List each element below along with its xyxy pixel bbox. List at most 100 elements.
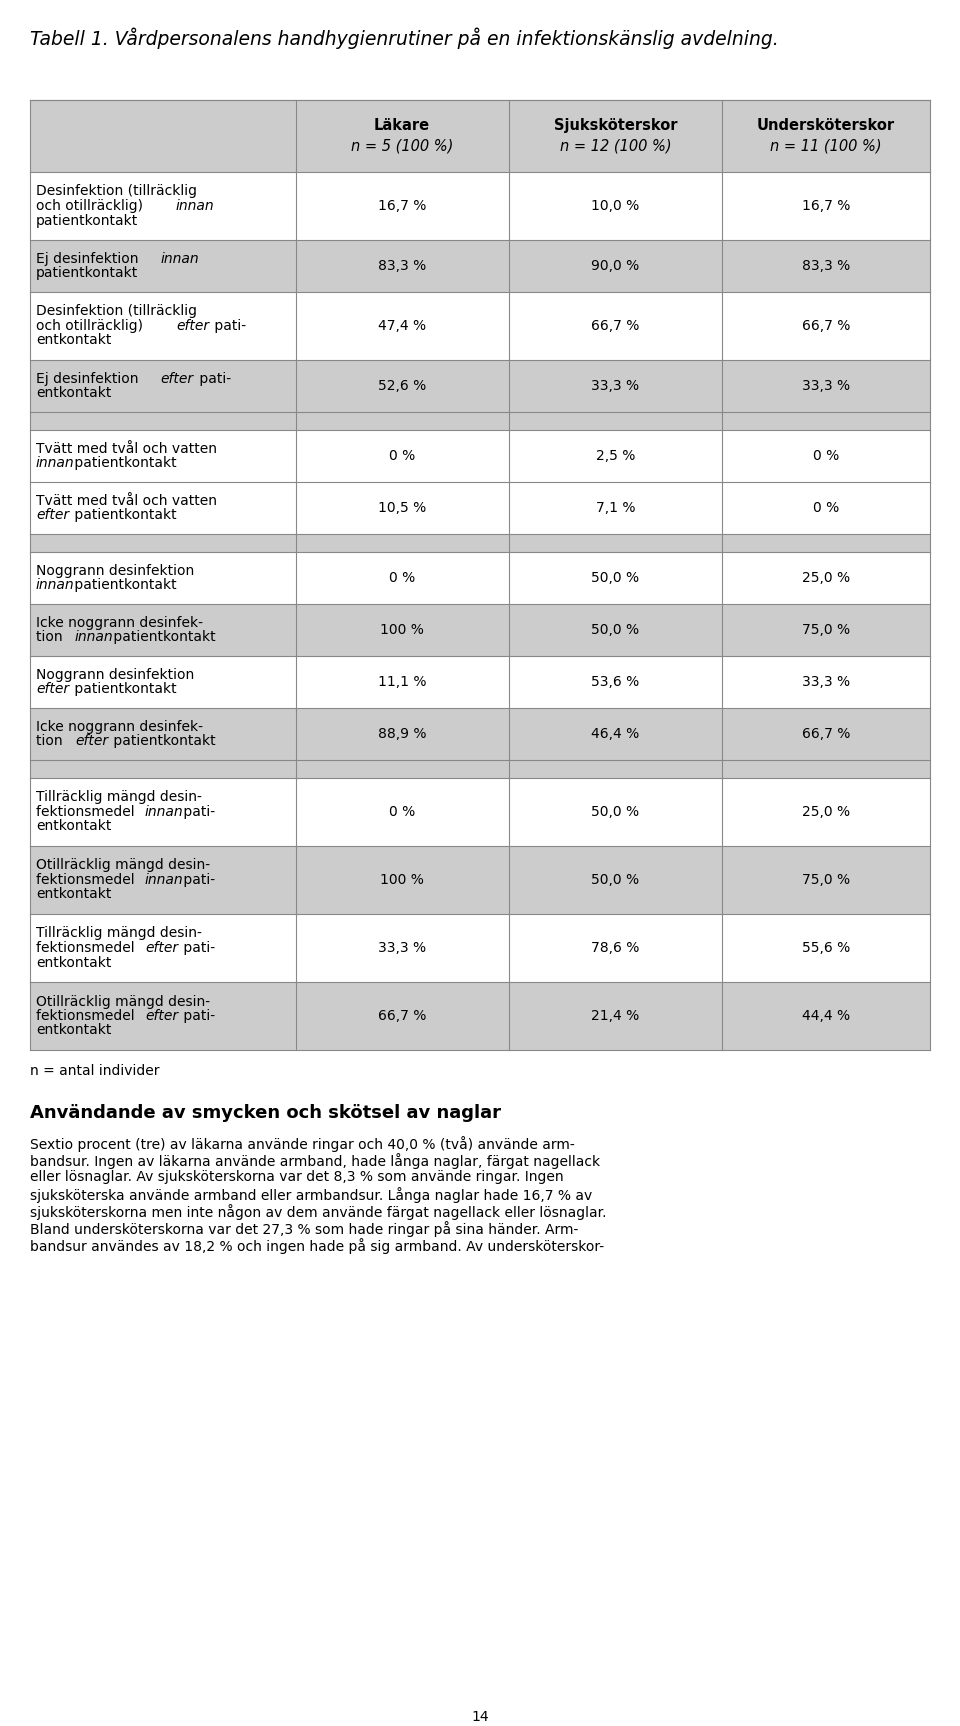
Text: patientkontakt: patientkontakt — [70, 578, 177, 592]
Bar — [296, 100, 509, 173]
Text: 0 %: 0 % — [813, 449, 839, 463]
Bar — [296, 778, 509, 846]
Bar — [509, 708, 722, 759]
Text: Otillräcklig mängd desin-: Otillräcklig mängd desin- — [36, 858, 210, 873]
Text: efter: efter — [176, 319, 209, 333]
Bar — [509, 100, 722, 173]
Text: n = 11 (100 %): n = 11 (100 %) — [770, 138, 882, 154]
Text: Otillräcklig mängd desin-: Otillräcklig mängd desin- — [36, 994, 210, 1008]
Text: 66,7 %: 66,7 % — [802, 319, 851, 333]
Text: sjuksköterskorna men inte någon av dem använde färgat nagellack eller lösnaglar.: sjuksköterskorna men inte någon av dem a… — [30, 1205, 607, 1220]
Text: pati-: pati- — [180, 941, 215, 954]
Bar — [722, 361, 930, 413]
Bar — [296, 656, 509, 708]
Text: entkontakt: entkontakt — [36, 820, 111, 834]
Text: efter: efter — [160, 371, 194, 385]
Text: pati-: pati- — [210, 319, 247, 333]
Text: 44,4 %: 44,4 % — [802, 1010, 851, 1024]
Text: 55,6 %: 55,6 % — [802, 941, 851, 954]
Text: 10,5 %: 10,5 % — [378, 501, 426, 514]
Bar — [722, 292, 930, 361]
Text: Tillräcklig mängd desin-: Tillräcklig mängd desin- — [36, 927, 202, 941]
Bar — [30, 361, 296, 413]
Bar — [296, 982, 509, 1049]
Bar — [296, 846, 509, 915]
Bar — [509, 846, 722, 915]
Bar — [722, 533, 930, 552]
Text: innan: innan — [145, 873, 183, 887]
Bar — [296, 361, 509, 413]
Text: 11,1 %: 11,1 % — [378, 675, 426, 689]
Bar — [30, 708, 296, 759]
Text: 0 %: 0 % — [389, 804, 416, 820]
Text: Läkare: Läkare — [374, 119, 430, 133]
Bar — [296, 413, 509, 430]
Text: innan: innan — [160, 252, 199, 266]
Text: fektionsmedel: fektionsmedel — [36, 873, 139, 887]
Bar — [722, 846, 930, 915]
Text: 46,4 %: 46,4 % — [591, 727, 639, 740]
Text: 16,7 %: 16,7 % — [378, 198, 426, 212]
Text: Sextio procent (tre) av läkarna använde ringar och 40,0 % (två) använde arm-: Sextio procent (tre) av läkarna använde … — [30, 1136, 575, 1151]
Text: innan: innan — [75, 630, 113, 644]
Bar — [509, 173, 722, 240]
Bar — [722, 656, 930, 708]
Text: Ej desinfektion: Ej desinfektion — [36, 252, 143, 266]
Text: 66,7 %: 66,7 % — [802, 727, 851, 740]
Text: och otillräcklig): och otillräcklig) — [36, 319, 148, 333]
Text: 2,5 %: 2,5 % — [596, 449, 636, 463]
Text: 83,3 %: 83,3 % — [802, 259, 851, 273]
Bar — [30, 413, 296, 430]
Text: pati-: pati- — [180, 1010, 215, 1024]
Text: 16,7 %: 16,7 % — [802, 198, 851, 212]
Text: patientkontakt: patientkontakt — [109, 734, 216, 749]
Text: 78,6 %: 78,6 % — [591, 941, 639, 954]
Text: 7,1 %: 7,1 % — [596, 501, 636, 514]
Text: efter: efter — [36, 682, 69, 696]
Bar — [509, 552, 722, 604]
Bar — [30, 778, 296, 846]
Text: 75,0 %: 75,0 % — [802, 623, 851, 637]
Text: Tvätt med tvål och vatten: Tvätt med tvål och vatten — [36, 442, 217, 456]
Text: patientkontakt: patientkontakt — [36, 266, 138, 280]
Text: patientkontakt: patientkontakt — [109, 630, 216, 644]
Text: efter: efter — [75, 734, 108, 749]
Bar — [509, 292, 722, 361]
Text: fektionsmedel: fektionsmedel — [36, 1010, 139, 1024]
Text: entkontakt: entkontakt — [36, 887, 111, 901]
Text: patientkontakt: patientkontakt — [36, 214, 138, 228]
Text: 50,0 %: 50,0 % — [591, 571, 639, 585]
Text: patientkontakt: patientkontakt — [70, 507, 177, 523]
Bar — [30, 292, 296, 361]
Bar — [30, 552, 296, 604]
Text: n = antal individer: n = antal individer — [30, 1063, 159, 1079]
Bar — [30, 846, 296, 915]
Text: bandsur. Ingen av läkarna använde armband, hade långa naglar, färgat nagellack: bandsur. Ingen av läkarna använde armban… — [30, 1153, 600, 1169]
Text: 33,3 %: 33,3 % — [802, 675, 851, 689]
Text: entkontakt: entkontakt — [36, 956, 111, 970]
Text: entkontakt: entkontakt — [36, 1024, 111, 1037]
Text: n = 12 (100 %): n = 12 (100 %) — [560, 138, 671, 154]
Bar — [509, 430, 722, 482]
Text: 50,0 %: 50,0 % — [591, 804, 639, 820]
Bar — [30, 656, 296, 708]
Text: innan: innan — [176, 198, 215, 212]
Bar — [509, 778, 722, 846]
Text: 50,0 %: 50,0 % — [591, 873, 639, 887]
Bar — [509, 361, 722, 413]
Text: tion: tion — [36, 734, 67, 749]
Text: 100 %: 100 % — [380, 873, 424, 887]
Text: 25,0 %: 25,0 % — [802, 804, 851, 820]
Text: Icke noggrann desinfek-: Icke noggrann desinfek- — [36, 720, 203, 734]
Text: 52,6 %: 52,6 % — [378, 380, 426, 394]
Text: 100 %: 100 % — [380, 623, 424, 637]
Text: Tillräcklig mängd desin-: Tillräcklig mängd desin- — [36, 791, 202, 804]
Bar — [30, 482, 296, 533]
Bar — [296, 430, 509, 482]
Bar — [722, 100, 930, 173]
Text: fektionsmedel: fektionsmedel — [36, 804, 139, 820]
Bar — [722, 430, 930, 482]
Text: patientkontakt: patientkontakt — [70, 456, 177, 469]
Text: efter: efter — [145, 941, 178, 954]
Text: 75,0 %: 75,0 % — [802, 873, 851, 887]
